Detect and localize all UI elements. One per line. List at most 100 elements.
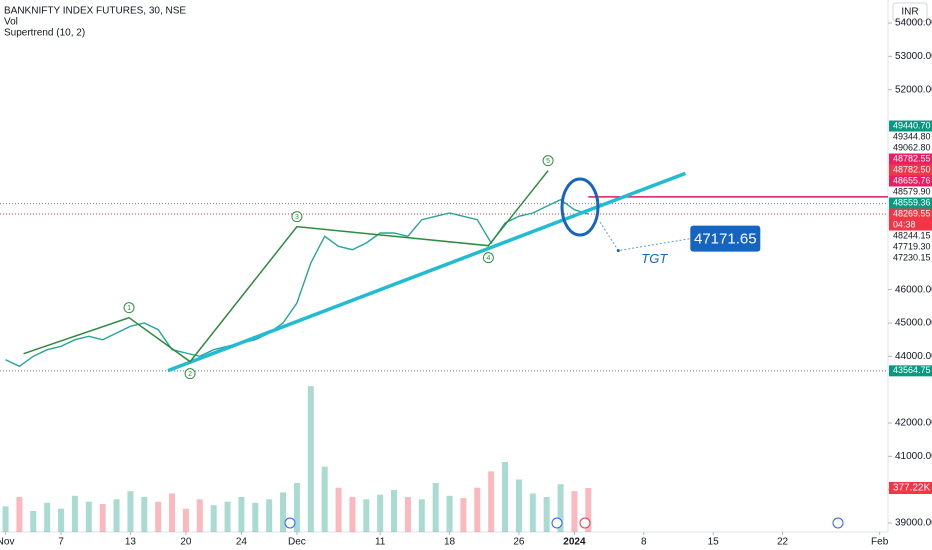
x-tick-label: 18: [444, 537, 456, 548]
target-path: [599, 221, 691, 252]
volume-bar: [155, 501, 162, 532]
y-tick-label: 42000.00: [895, 418, 932, 429]
volume-bar: [280, 492, 287, 532]
volume-bar: [85, 501, 92, 532]
volume-bar: [238, 497, 245, 532]
x-tick-label: 13: [125, 537, 137, 548]
x-tick-label: 20: [180, 537, 192, 548]
x-tick-label: Feb: [871, 537, 889, 548]
volume-bar: [377, 494, 384, 532]
volume-bar: [169, 493, 176, 532]
x-tick-label: 8: [641, 537, 647, 548]
volume-bar: [16, 497, 23, 532]
y-tick-label: 53000.00: [895, 51, 932, 62]
highlight-circle: [560, 177, 600, 237]
indicator-label: Supertrend (10, 2): [4, 28, 85, 39]
wave-marker: [123, 302, 135, 314]
price-tag: 48244.15: [893, 230, 931, 240]
volume-bar: [127, 491, 134, 532]
volume-bar: [335, 487, 342, 532]
price-tag-bg: [889, 365, 932, 377]
wave-label: 3: [295, 214, 299, 221]
wave-marker: [184, 368, 196, 380]
volume-bar: [363, 499, 370, 532]
volume-bar: [210, 505, 217, 532]
volume-bar: [460, 498, 467, 532]
price-tag: 49062.80: [893, 142, 931, 152]
volume-bar: [141, 497, 148, 532]
volume-bar: [349, 497, 356, 532]
volume-bar: [543, 497, 550, 532]
chart-title: BANKNIFTY INDEX FUTURES, 30, NSE: [4, 6, 186, 17]
y-tick-label: 46000.00: [895, 284, 932, 295]
wave-line: [23, 170, 549, 363]
price-tag: 48655.76: [893, 175, 931, 185]
volume-bar: [44, 502, 51, 532]
price-tag-bg: [889, 120, 932, 132]
volume-bar: [502, 462, 509, 532]
volume-bar: [571, 491, 578, 532]
wave-label: 4: [486, 255, 490, 262]
x-tick-label: 24: [236, 537, 248, 548]
price-tag: 48559.36: [893, 197, 931, 207]
currency-box[interactable]: [892, 2, 928, 22]
event-icon: [579, 517, 591, 529]
price-tag: 43564.75: [893, 365, 931, 375]
volume-bar: [266, 499, 273, 532]
wave-marker: [291, 211, 303, 223]
wave-marker: [542, 155, 554, 167]
price-tag: 49344.80: [893, 131, 931, 141]
volume-bar: [446, 495, 453, 532]
volume-bar: [557, 484, 564, 532]
target-box: [690, 225, 761, 252]
x-tick-label: Dec: [288, 537, 306, 548]
volume-bar: [71, 495, 78, 532]
volume-bar: [515, 479, 522, 532]
y-tick-label: 45000.00: [895, 318, 932, 329]
trendline: [167, 171, 687, 373]
event-icon: [284, 517, 296, 529]
volume-bar: [529, 493, 536, 532]
event-icon: [551, 517, 563, 529]
price-tag: 49440.70: [893, 120, 931, 130]
x-tick-label: 26: [513, 537, 525, 548]
volume-bar: [418, 499, 425, 532]
x-tick-label: 11: [375, 537, 386, 548]
volume-bar: [99, 504, 106, 532]
price-tag: 48782.55: [893, 153, 931, 163]
volume-bar: [30, 511, 37, 532]
price-tag: 48269.55: [893, 208, 931, 218]
x-tick-label: 15: [708, 537, 720, 548]
volume-tag: 377.22K: [893, 483, 931, 494]
volume-bar: [293, 483, 300, 532]
currency[interactable]: INR: [901, 7, 918, 18]
price-line: [5, 198, 589, 368]
volume-bar: [196, 499, 203, 532]
wave-label: 2: [188, 371, 192, 378]
volume-bar: [307, 386, 314, 532]
volume-bar: [58, 508, 65, 532]
event-icon: [832, 517, 844, 529]
x-tick-label: 22: [777, 537, 789, 548]
volume-bar: [113, 499, 120, 532]
wave-label: 5: [546, 158, 550, 165]
volume-bar: [321, 466, 328, 532]
target-label: 47171.65: [694, 231, 757, 248]
price-tag-bg: [889, 153, 932, 165]
volume-bar: [488, 471, 495, 532]
price-tag-bg: [889, 175, 932, 187]
volume-bar: [252, 502, 259, 532]
target-note: TGT: [641, 251, 668, 266]
x-tick-label: 2024: [563, 537, 586, 548]
price-tag: 47719.30: [893, 241, 931, 251]
volume-bar: [404, 497, 411, 532]
volume-tag-bg: [889, 481, 932, 494]
price-tag-bg: [889, 197, 932, 209]
volume-bar: [585, 487, 592, 532]
volume-bar: [391, 490, 398, 532]
countdown-bg: [889, 219, 932, 231]
x-tick-label: Nov: [0, 537, 14, 548]
volume-bar: [432, 483, 439, 532]
countdown: 04:38: [893, 219, 916, 229]
